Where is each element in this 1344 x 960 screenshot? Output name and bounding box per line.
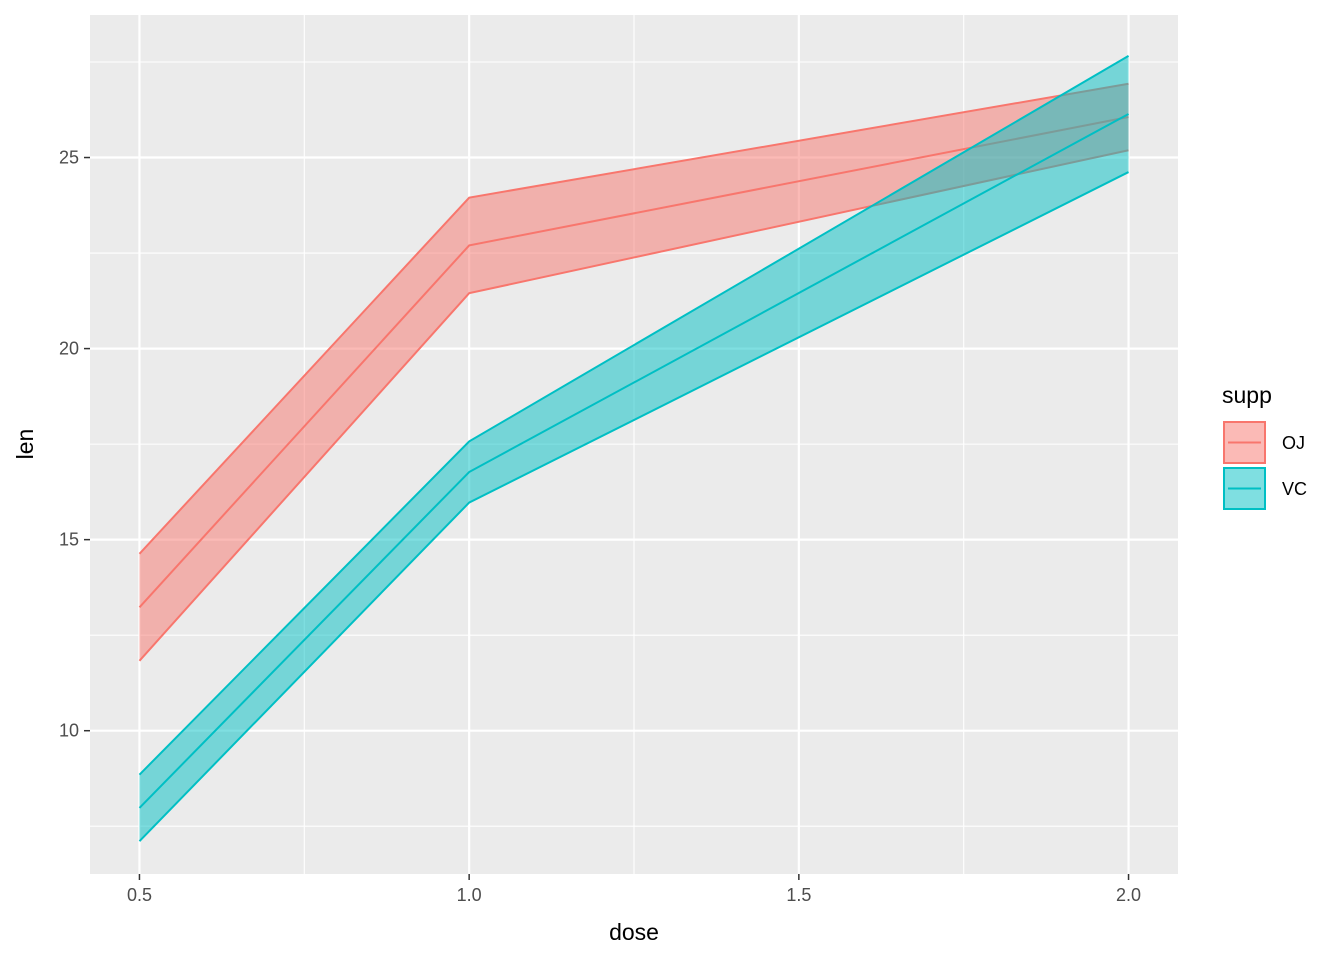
ribbon-VC (139, 55, 1129, 842)
y-tick-label: 25 (59, 148, 79, 168)
y-tick-label: 10 (59, 721, 79, 741)
line-VC-lower (138, 171, 1129, 842)
y-tick-label: 15 (59, 530, 79, 550)
legend-title: supp (1222, 382, 1272, 408)
x-tick-label: 2.0 (1116, 885, 1141, 905)
x-axis: 0.5 1.0 1.5 2.0 (127, 874, 1141, 905)
y-axis-title: len (12, 429, 38, 460)
legend-label-VC: VC (1282, 479, 1307, 499)
legend: supp OJ VC (1222, 382, 1307, 510)
line-OJ-mean (138, 116, 1129, 608)
legend-item-VC: VC (1223, 467, 1307, 510)
x-tick-label: 1.0 (457, 885, 482, 905)
legend-label-OJ: OJ (1282, 433, 1305, 453)
series-VC (138, 55, 1130, 842)
x-axis-title: dose (609, 919, 659, 945)
x-tick-label: 0.5 (127, 885, 152, 905)
legend-item-OJ: OJ (1223, 421, 1305, 464)
line-OJ-upper (138, 82, 1129, 555)
line-VC-mean (138, 113, 1130, 809)
y-tick-label: 20 (59, 339, 79, 359)
x-tick-label: 1.5 (786, 885, 811, 905)
line-VC-upper (138, 55, 1130, 776)
series-layer (138, 55, 1130, 842)
y-axis: 10 15 20 25 (59, 148, 90, 741)
